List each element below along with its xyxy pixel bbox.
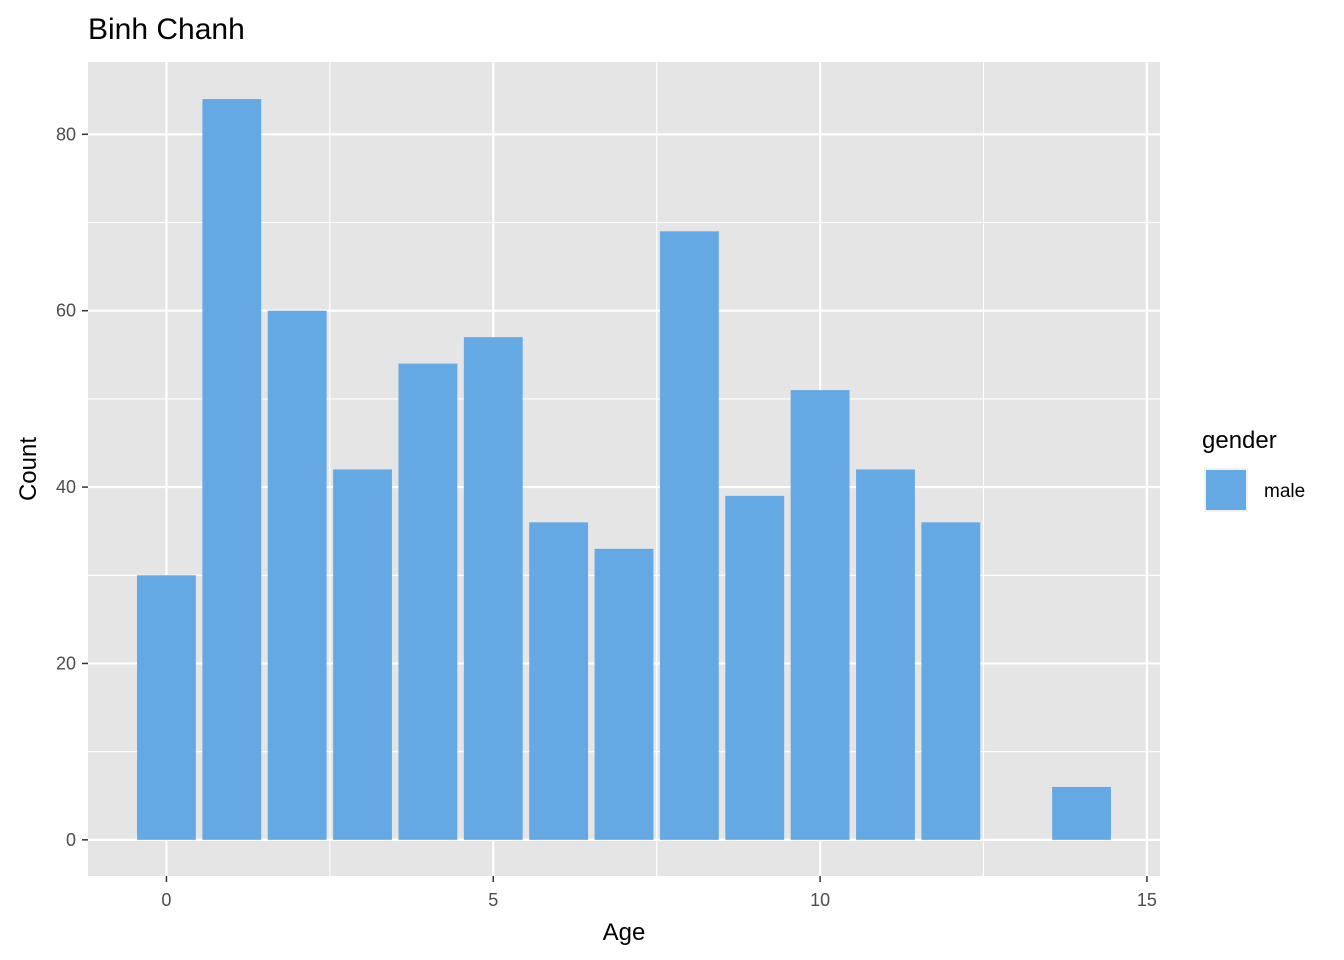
bar-age-8 xyxy=(659,231,719,840)
bar-age-11 xyxy=(856,469,915,840)
y-axis-title: Count xyxy=(15,437,42,501)
bar-age-14 xyxy=(1052,786,1111,840)
bar-age-0 xyxy=(137,575,196,840)
chart-title: Binh Chanh xyxy=(88,13,245,46)
legend-title: gender xyxy=(1202,427,1277,454)
y-tick-label: 20 xyxy=(56,653,76,673)
bar-age-5 xyxy=(463,337,523,840)
x-axis: 0 5 10 15 xyxy=(161,876,1157,910)
bar-age-12 xyxy=(921,522,981,840)
y-tick-label: 0 xyxy=(66,830,76,850)
bar-age-7 xyxy=(594,548,654,840)
bar-age-2 xyxy=(267,310,327,840)
bar-age-6 xyxy=(529,522,589,840)
bar-age-1 xyxy=(202,99,262,840)
legend-key-male xyxy=(1206,470,1246,510)
x-tick-label: 10 xyxy=(810,890,830,910)
legend-label-male: male xyxy=(1264,481,1305,502)
y-tick-label: 60 xyxy=(56,301,76,321)
x-tick-label: 5 xyxy=(488,890,498,910)
bars xyxy=(137,99,1111,840)
y-tick-label: 80 xyxy=(56,124,76,144)
x-tick-label: 15 xyxy=(1137,890,1157,910)
bar-age-4 xyxy=(398,363,458,840)
x-tick-label: 0 xyxy=(161,890,171,910)
bar-age-3 xyxy=(333,469,392,840)
bar-age-9 xyxy=(725,495,785,840)
bar-age-10 xyxy=(790,390,850,840)
y-axis: 0 20 40 60 80 xyxy=(56,124,88,850)
legend-items: male xyxy=(1204,468,1305,512)
x-axis-title: Age xyxy=(603,919,646,946)
y-tick-label: 40 xyxy=(56,477,76,497)
legend: gender male xyxy=(1202,427,1305,512)
